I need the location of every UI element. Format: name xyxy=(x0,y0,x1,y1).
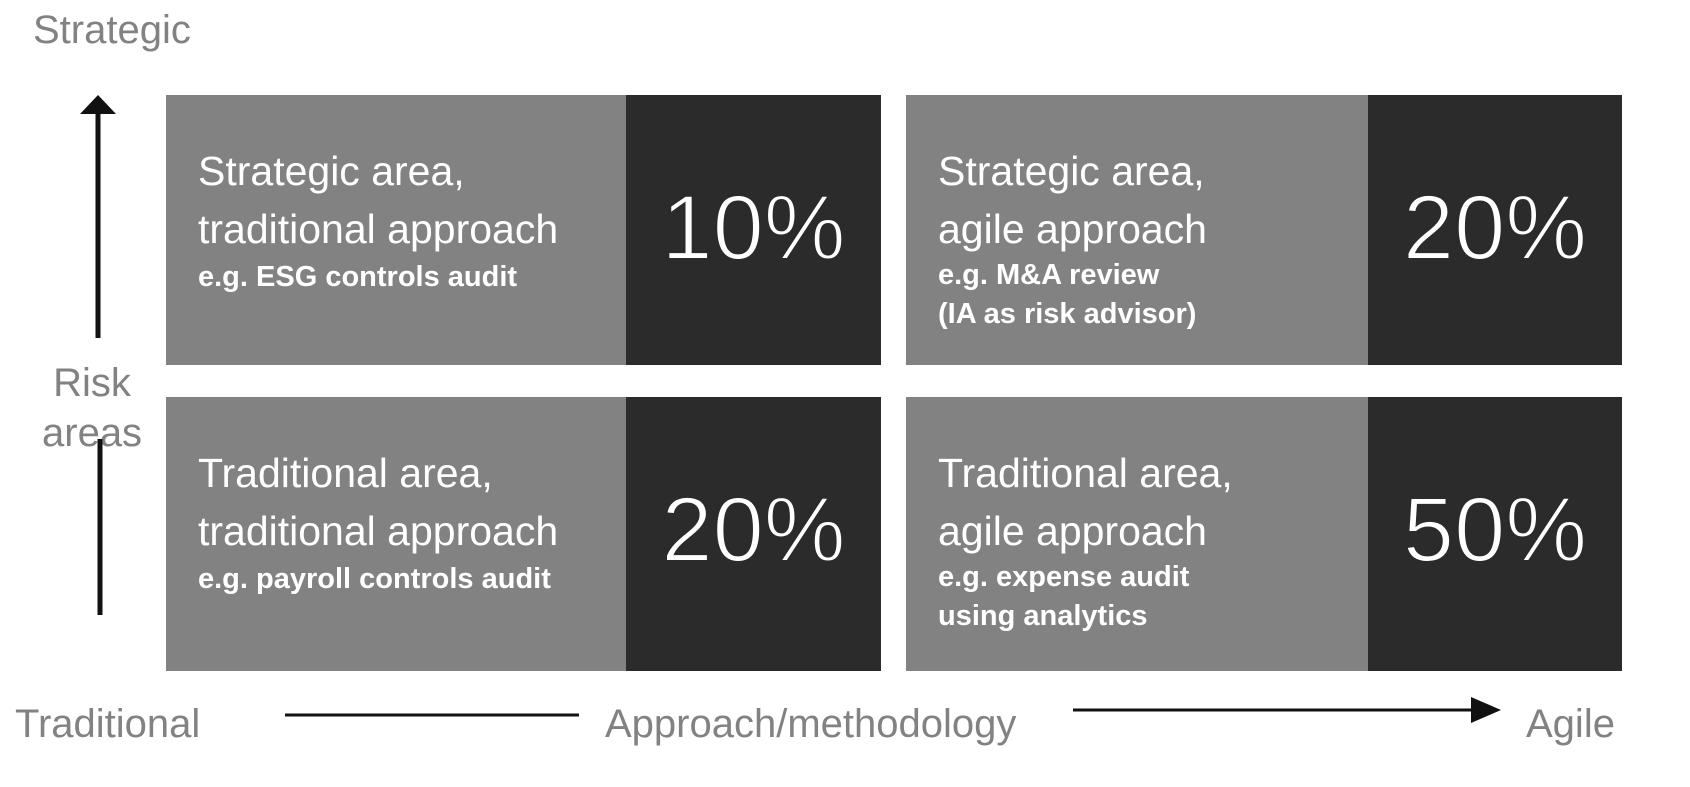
svg-text:50%: 50% xyxy=(1403,479,1587,581)
svg-text:20%: 20% xyxy=(1403,177,1587,279)
svg-text:10%: 10% xyxy=(661,177,845,279)
svg-text:20%: 20% xyxy=(661,479,845,581)
